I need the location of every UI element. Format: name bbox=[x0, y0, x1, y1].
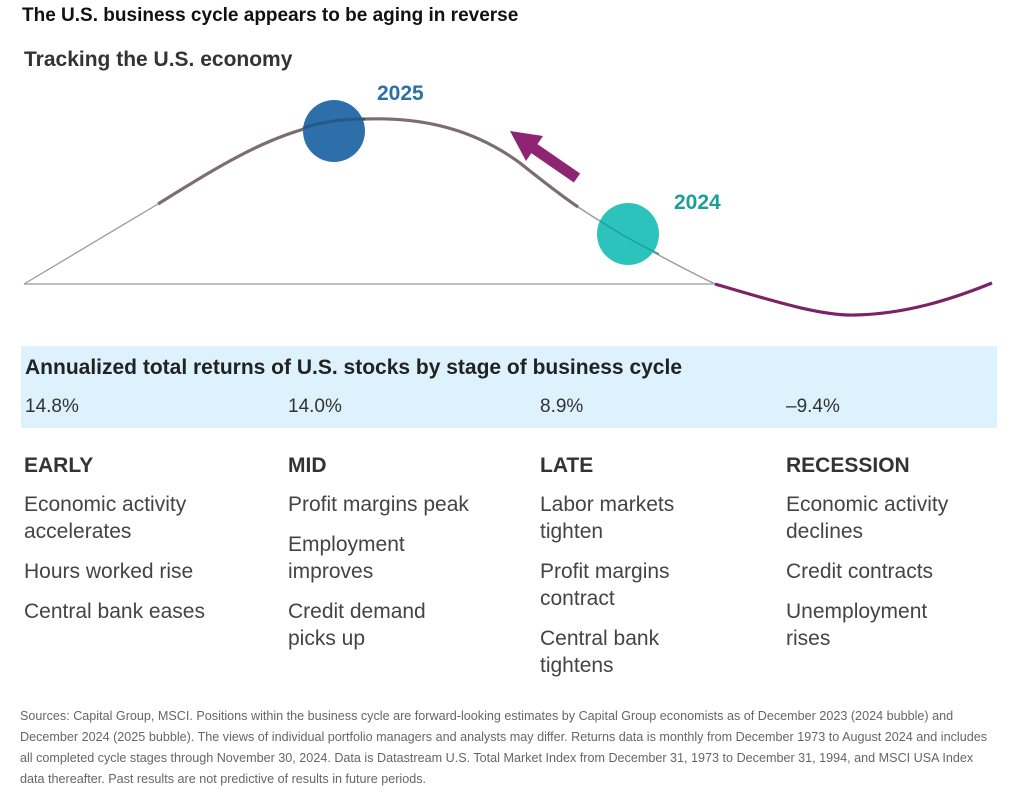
return-mid: 14.0% bbox=[288, 396, 342, 417]
stage-item: Profit margins peak bbox=[288, 493, 469, 516]
direction-arrow-head bbox=[510, 131, 543, 161]
stage-item: Economic activity accelerates bbox=[24, 493, 187, 543]
label-2024: 2024 bbox=[674, 191, 721, 214]
early-segment-line bbox=[23, 203, 159, 285]
direction-arrow-shaft bbox=[528, 142, 581, 183]
recession-curve bbox=[714, 281, 993, 317]
headline: The U.S. business cycle appears to be ag… bbox=[22, 5, 519, 26]
stage-item: Credit contracts bbox=[786, 560, 934, 583]
business-cycle-diagram: 2025 2024 bbox=[23, 82, 993, 317]
stage-item: Hours worked rise bbox=[24, 560, 194, 583]
cycle-curve bbox=[157, 117, 579, 209]
stage-item: Central bank tightens bbox=[540, 627, 660, 677]
return-late: 8.9% bbox=[540, 396, 584, 417]
stage-item: Economic activity declines bbox=[786, 493, 949, 543]
return-recession: –9.4% bbox=[786, 396, 840, 417]
returns-panel: Annualized total returns of U.S. stocks … bbox=[21, 346, 997, 428]
stage-name: EARLY bbox=[24, 454, 94, 477]
stage-name: LATE bbox=[540, 454, 594, 477]
stage-mid: MID Profit margins peak Employment impro… bbox=[288, 454, 528, 665]
stage-early: EARLY Economic activity accelerates Hour… bbox=[24, 454, 264, 638]
stage-name: RECESSION bbox=[786, 454, 910, 477]
stage-recession: RECESSION Economic activity declines Cre… bbox=[786, 454, 1024, 665]
stage-item: Central bank eases bbox=[24, 600, 205, 623]
bubble-2025 bbox=[303, 100, 365, 162]
label-2025: 2025 bbox=[377, 82, 424, 105]
stage-late: LATE Labor markets tighten Profit margin… bbox=[540, 454, 780, 692]
returns-title: Annualized total returns of U.S. stocks … bbox=[25, 356, 682, 379]
stage-item: Labor markets tighten bbox=[540, 493, 675, 543]
diagram-title: Tracking the U.S. economy bbox=[24, 48, 293, 71]
stage-item: Employment improves bbox=[288, 533, 405, 583]
curve-overlay-2025 bbox=[302, 117, 366, 130]
sources-note: Sources: Capital Group, MSCI. Positions … bbox=[20, 709, 988, 786]
stage-item: Credit demand picks up bbox=[288, 600, 426, 650]
stage-item: Profit margins contract bbox=[540, 560, 670, 610]
stage-name: MID bbox=[288, 454, 327, 477]
stage-item: Unemployment rises bbox=[786, 600, 928, 650]
curve-overlay-2024 bbox=[599, 220, 660, 255]
return-early: 14.8% bbox=[25, 396, 79, 417]
bubble-2024 bbox=[597, 203, 659, 265]
